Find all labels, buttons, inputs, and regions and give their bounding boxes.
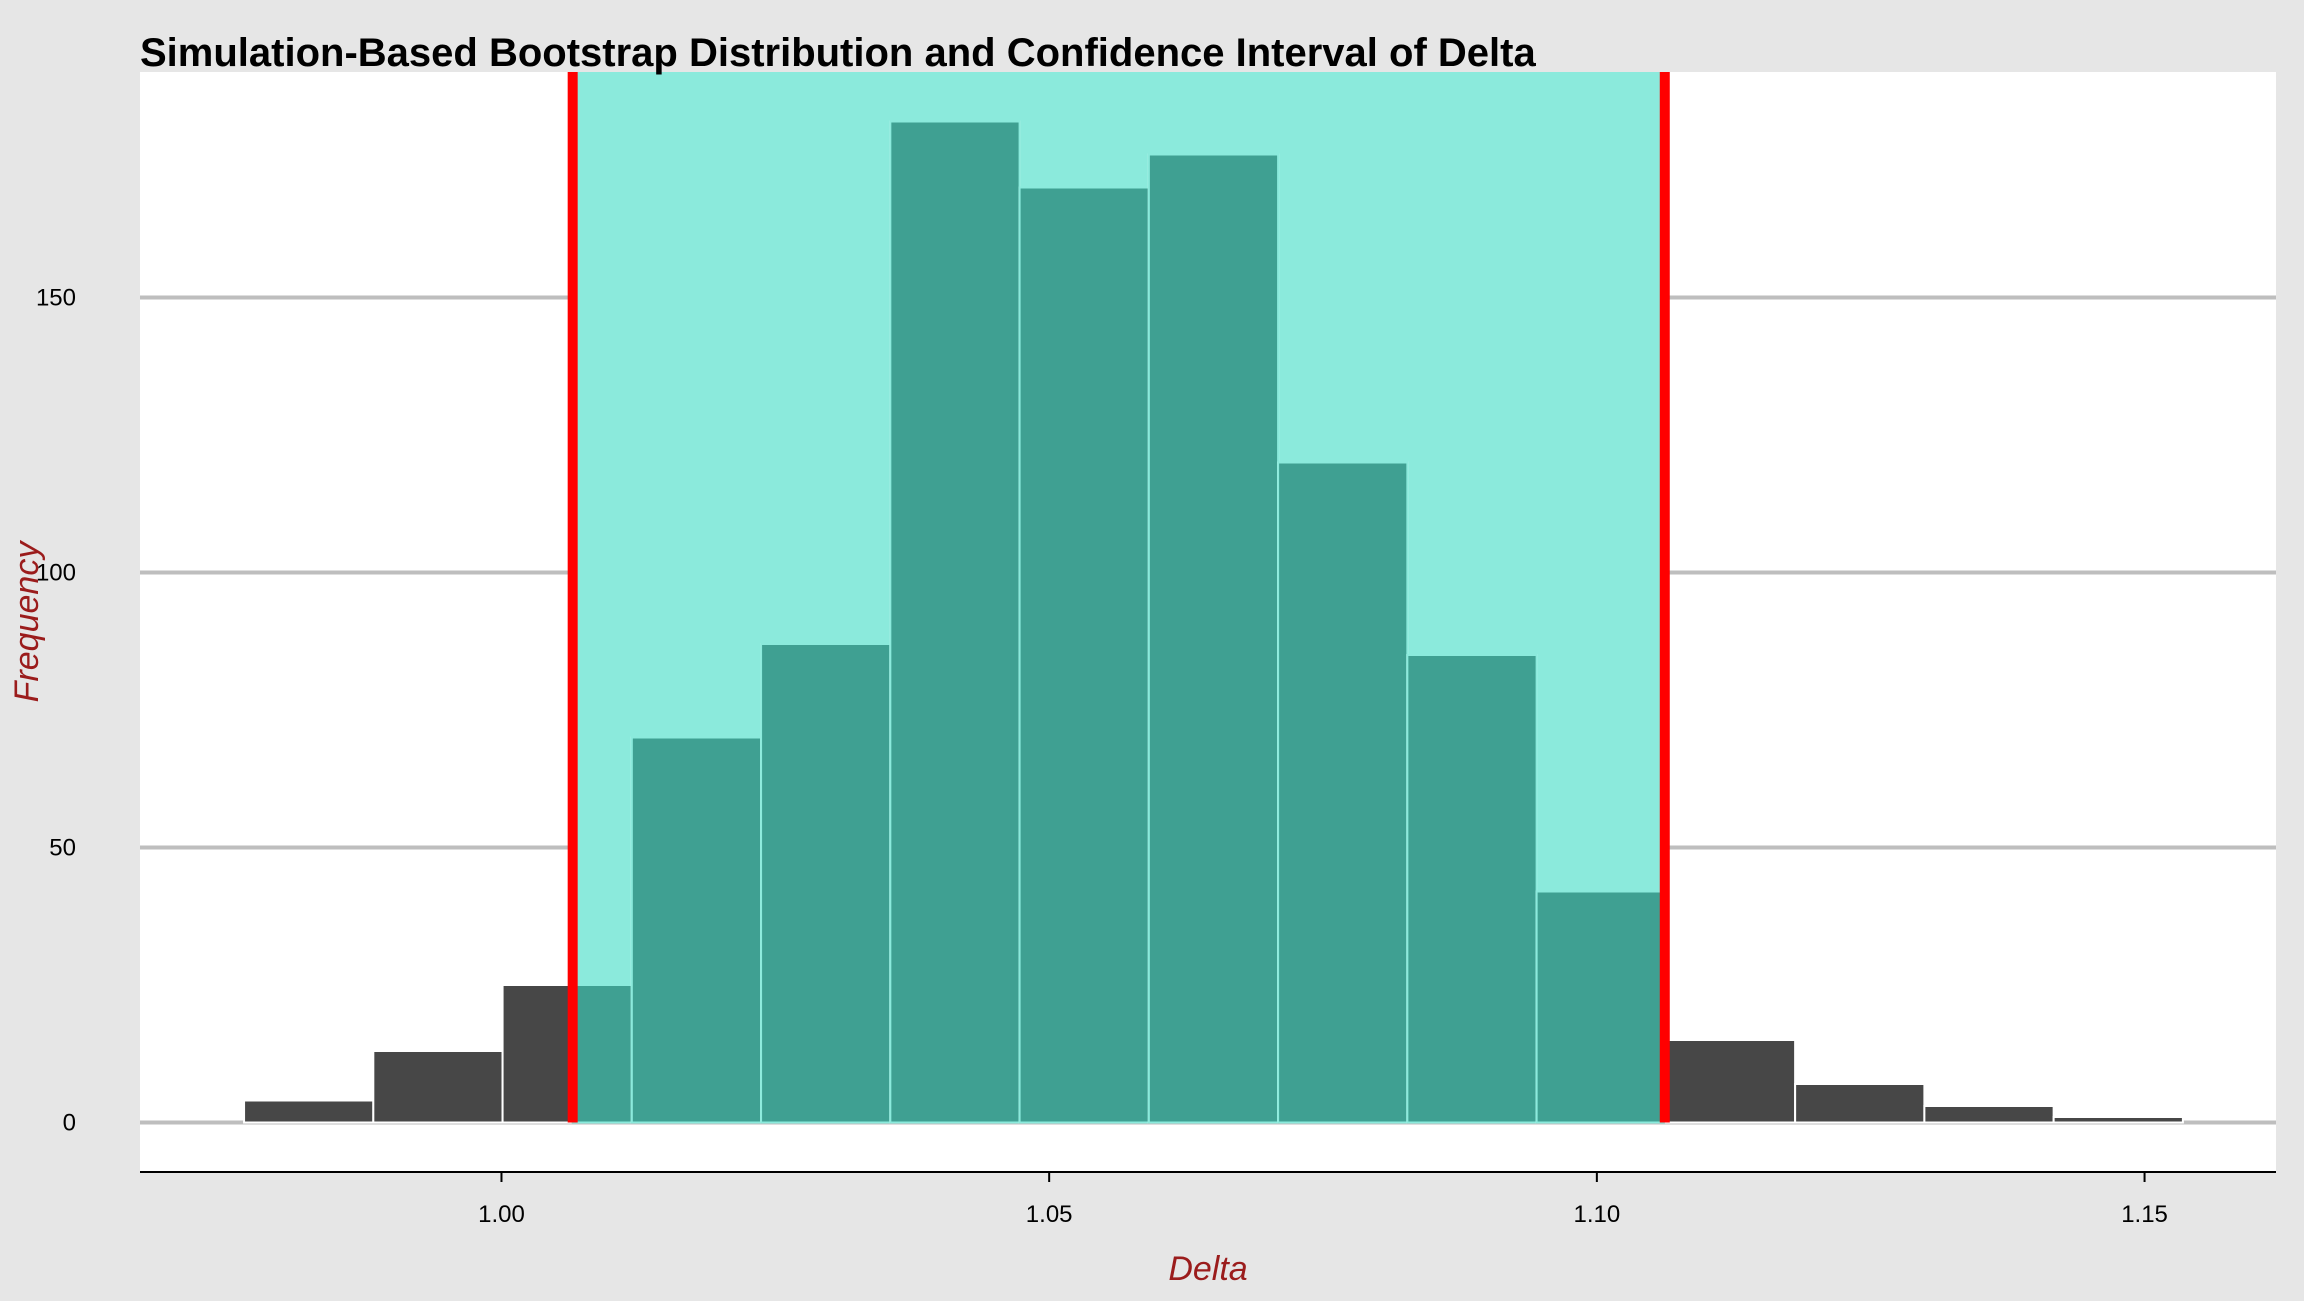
x-axis-ticks: 1.00 1.05 1.10 1.15 (478, 1172, 2168, 1228)
y-tick-label: 50 (49, 835, 76, 862)
y-tick-label: 150 (36, 285, 76, 312)
histogram-bar-in-interval (1147, 153, 1280, 1124)
histogram-bar-in-interval (1018, 186, 1150, 1124)
histogram-bar (243, 1099, 375, 1124)
histogram-bar-in-interval (1535, 890, 1666, 1124)
chart-title: Simulation-Based Bootstrap Distribution … (140, 31, 1536, 75)
histogram-bars (243, 120, 2184, 1124)
x-tick-label: 1.10 (1574, 1201, 1621, 1228)
y-axis-title: Frequency (8, 540, 46, 703)
histogram-bar (1664, 1039, 1797, 1124)
confidence-interval-lines (567, 72, 1670, 1123)
histogram-bar (1923, 1105, 2055, 1124)
y-axis-ticks: 0 50 100 150 (36, 285, 76, 1137)
histogram-bar-in-interval (630, 736, 763, 1124)
histogram-bar-in-interval (760, 643, 892, 1124)
histogram-bar (2052, 1116, 2184, 1124)
histogram-bar-in-interval (571, 984, 633, 1124)
x-tick-label: 1.00 (478, 1201, 525, 1228)
y-tick-label: 100 (36, 560, 76, 587)
x-tick-label: 1.05 (1026, 1201, 1073, 1228)
x-tick-label: 1.15 (2121, 1201, 2168, 1228)
x-axis-title: Delta (1168, 1250, 1247, 1288)
histogram-bar (372, 1050, 504, 1124)
histogram-bar-in-interval (889, 120, 1021, 1124)
histogram-bar (1794, 1083, 1926, 1124)
y-tick-label: 0 (63, 1110, 76, 1137)
histogram-bar-in-interval (1277, 461, 1409, 1124)
histogram-bar-in-interval (1406, 654, 1538, 1124)
